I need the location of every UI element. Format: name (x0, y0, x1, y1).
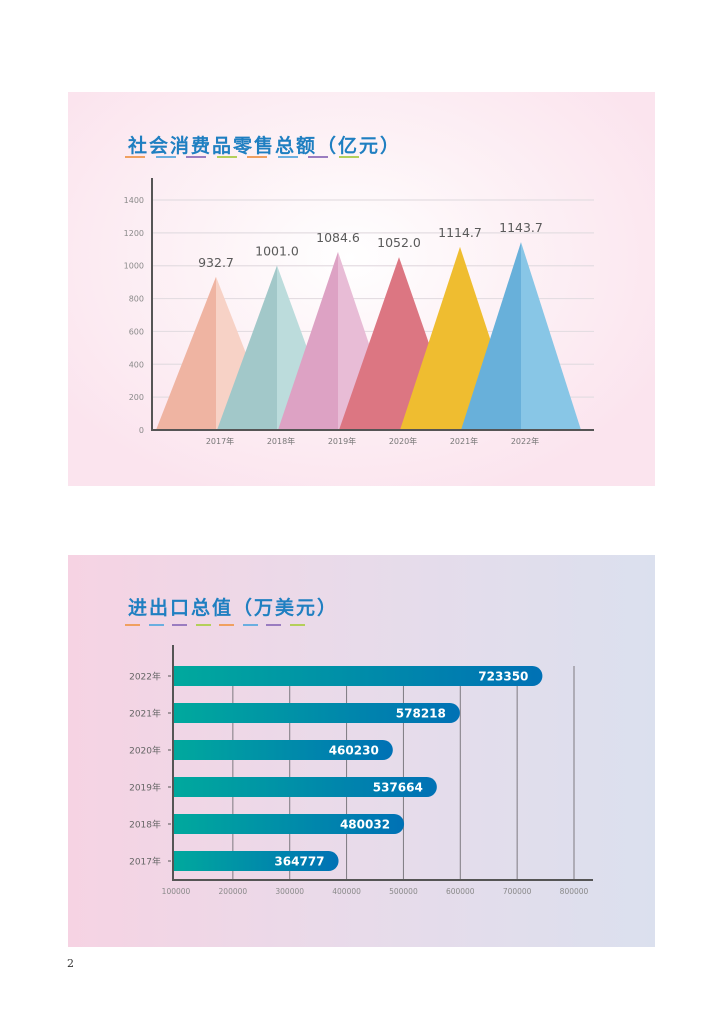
y-tick-label: 0 (139, 426, 144, 435)
value-label: 1084.6 (316, 230, 360, 245)
title-dash-decoration (125, 156, 365, 158)
x-tick-label: 700000 (503, 887, 532, 896)
chart-title: 进出口总值（万美元） (128, 597, 339, 619)
y-tick-label: 1400 (124, 196, 144, 205)
dash-segment (242, 624, 258, 626)
y-tick-label: 200 (129, 393, 144, 402)
x-tick-label: 2019年 (328, 436, 356, 446)
value-label: 1143.7 (499, 220, 543, 235)
trade-value-chart-panel: 进出口总值（万美元） 100000 200000 300000 400000 50000… (68, 555, 655, 947)
retail-sales-chart-panel: 社会消费品零售总额（亿元） 0 200 400 600 800 1000 1200 1400 9… (68, 92, 655, 486)
y-tick-label: 800 (129, 295, 144, 304)
horizontal-bar: 480032 2018年 (129, 814, 405, 834)
dash-segment (219, 624, 234, 626)
x-tick-label: 800000 (560, 887, 589, 896)
value-label: 723350 (478, 670, 528, 684)
dash-segment (338, 156, 359, 158)
x-tick-label: 2020年 (389, 436, 417, 446)
dash-segment (289, 624, 305, 626)
y-tick-label: 2022年 (129, 671, 161, 683)
y-tick-label: 2018年 (129, 819, 161, 831)
y-tick-label: 2019年 (129, 782, 161, 794)
value-label: 932.7 (198, 255, 234, 270)
value-label: 1052.0 (377, 235, 421, 250)
value-label: 1001.0 (255, 244, 299, 259)
value-label: 364777 (274, 855, 324, 869)
value-label: 480032 (340, 818, 390, 832)
triangle-bar: 1084.6 2019年 (278, 230, 398, 446)
x-tick-label: 500000 (389, 887, 418, 896)
dash-segment (186, 156, 206, 158)
dash-segment (247, 156, 267, 158)
y-tick-label: 400 (129, 360, 144, 369)
y-tick-label: 1000 (124, 262, 144, 271)
x-tick-label: 2022年 (511, 436, 539, 446)
value-label: 578218 (396, 707, 446, 721)
y-tick-label: 2017年 (129, 856, 161, 868)
horizontal-bar: 723350 2022年 (129, 666, 543, 686)
horizontal-bar: 537664 2019年 (129, 777, 437, 797)
dash-segment (148, 624, 164, 626)
value-label: 537664 (373, 781, 423, 795)
x-tick-label: 200000 (219, 887, 248, 896)
dash-segment (195, 624, 211, 626)
triangle-bar-chart: 0 200 400 600 800 1000 1200 1400 932.7 2017年 1001.… (124, 178, 594, 446)
title-dash-decoration (125, 624, 365, 626)
x-tick-label: 400000 (332, 887, 361, 896)
x-tick-label: 2017年 (206, 436, 234, 446)
dash-segment (172, 624, 187, 626)
chart-title: 社会消费品零售总额（亿元） (128, 135, 402, 157)
dash-segment (125, 624, 140, 626)
value-label: 1114.7 (438, 225, 482, 240)
x-tick-label: 600000 (446, 887, 475, 896)
y-tick-label: 2020年 (129, 745, 161, 757)
horizontal-bar: 578218 2021年 (129, 703, 460, 723)
x-tick-label: 300000 (275, 887, 304, 896)
dash-segment (155, 156, 176, 158)
horizontal-bar-chart: 100000 200000 300000 400000 500000 600000 7000… (129, 645, 593, 896)
triangle-bar: 1143.7 2022年 (461, 220, 581, 446)
x-tick-label: 2021年 (450, 436, 478, 446)
dash-segment (277, 156, 298, 158)
y-tick-label: 1200 (124, 229, 144, 238)
x-tick-label: 100000 (162, 887, 191, 896)
value-label: 460230 (329, 744, 379, 758)
x-tick-label: 2018年 (267, 436, 295, 446)
horizontal-bar: 460230 2020年 (129, 740, 393, 760)
dash-segment (308, 156, 328, 158)
dash-segment (125, 156, 145, 158)
page-number: 2 (67, 957, 74, 970)
y-tick-label: 2021年 (129, 708, 161, 720)
dash-segment (266, 624, 281, 626)
horizontal-bar: 364777 2017年 (129, 851, 339, 871)
y-tick-label: 600 (129, 327, 144, 336)
dash-segment (216, 156, 237, 158)
